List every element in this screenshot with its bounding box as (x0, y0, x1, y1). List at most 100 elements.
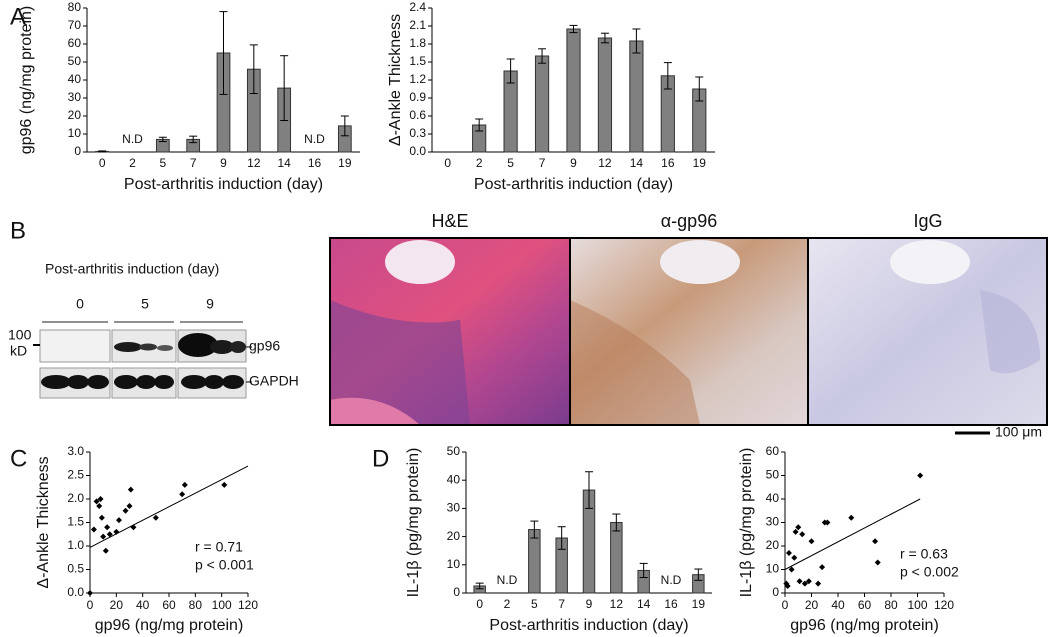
y-tick-label: 0 (74, 144, 81, 158)
point (179, 491, 186, 498)
error-bar (475, 582, 484, 590)
micrograph-title: α-gp96 (661, 211, 717, 231)
y-tick-label: 20 (447, 529, 461, 543)
error-bar (506, 58, 515, 84)
stat-label: p < 0.001 (195, 557, 254, 573)
y-tick-label: 2.4 (409, 0, 426, 14)
point (819, 564, 826, 571)
point (90, 526, 97, 533)
point (127, 486, 134, 493)
x-tick-label: 0 (782, 598, 789, 612)
point (122, 507, 129, 514)
bar (534, 55, 550, 153)
error-bar (585, 471, 593, 509)
fit-line (89, 465, 249, 548)
y-tick-label: 50 (447, 444, 461, 458)
x-tick-label: 2 (129, 156, 136, 170)
y-tick-label: 3.0 (67, 444, 84, 458)
y-tick-label: 10 (766, 562, 780, 576)
y-tick-label: 20 (68, 108, 82, 122)
y-tick-label: 0 (772, 585, 779, 599)
point (106, 531, 113, 538)
point (100, 533, 107, 540)
y-tick-label: 1.5 (409, 54, 426, 68)
x-tick-label: 120 (238, 598, 258, 612)
point (87, 590, 93, 596)
y-tick-label: 10 (447, 557, 461, 571)
point (874, 559, 881, 566)
y-axis-label: gp96 (ng/mg protein) (18, 6, 35, 155)
point (799, 531, 806, 538)
x-tick-label: 80 (884, 598, 898, 612)
error-bar (632, 28, 641, 54)
micrograph-frame (329, 237, 1048, 426)
x-tick-label: 12 (610, 597, 624, 611)
x-axis-label: gp96 (ng/mg protein) (95, 617, 244, 634)
bar (597, 37, 613, 153)
x-tick-label: 12 (247, 156, 261, 170)
y-tick-label: 1.5 (67, 515, 84, 529)
error-bar (189, 135, 198, 144)
x-tick-label: 40 (831, 598, 845, 612)
error-bar (557, 526, 566, 550)
panel-label: D (372, 445, 389, 472)
y-tick-label: 20 (766, 538, 780, 552)
y-tick-label: 2.0 (67, 491, 84, 505)
y-tick-label: 1.8 (409, 36, 426, 50)
error-bar (340, 115, 349, 137)
x-tick-label: 19 (338, 156, 352, 170)
micrograph-he (330, 238, 570, 425)
point (104, 524, 111, 531)
x-tick-label: 12 (598, 156, 612, 170)
panel-label: B (10, 217, 26, 244)
point (788, 566, 795, 573)
point (784, 582, 791, 589)
x-tick-label: 14 (277, 156, 291, 170)
y-tick-label: 50 (766, 468, 780, 482)
point (115, 517, 122, 524)
point (98, 514, 105, 521)
micrograph-title: H&E (431, 211, 468, 231)
x-tick-label: 5 (159, 156, 166, 170)
y-tick-label: 30 (766, 515, 780, 529)
nd-label: N.D (122, 132, 143, 146)
y-tick-label: 0.6 (409, 108, 426, 122)
error-bar (639, 562, 648, 578)
y-axis-label: IL-1β (pg/mg protein) (738, 448, 755, 598)
x-tick-label: 19 (693, 156, 707, 170)
y-tick-label: 30 (68, 90, 82, 104)
x-tick-label: 14 (630, 156, 644, 170)
y-tick-label: 70 (68, 18, 82, 32)
point (791, 554, 798, 561)
x-tick-label: 20 (805, 598, 819, 612)
y-tick-label: 60 (68, 36, 82, 50)
point (96, 503, 103, 510)
x-tick-label: 16 (664, 597, 678, 611)
lane-label: 9 (206, 296, 214, 312)
bar (566, 28, 581, 153)
point (785, 550, 792, 557)
point (97, 496, 104, 502)
x-axis-label: gp96 (ng/mg protein) (790, 617, 939, 634)
panel-label: A (10, 3, 26, 30)
y-tick-label: 30 (447, 501, 461, 515)
x-tick-label: 100 (907, 598, 927, 612)
micrograph-igg (808, 238, 1047, 425)
x-tick-label: 9 (586, 597, 593, 611)
point (93, 498, 100, 505)
nd-label: N.D (661, 573, 682, 587)
point (181, 481, 188, 488)
y-tick-label: 0.9 (409, 90, 426, 104)
blot-title: Post-arthritis induction (day) (45, 261, 219, 277)
error-bar (694, 568, 703, 581)
marker-unit: kD (10, 343, 27, 359)
error-bar (249, 44, 258, 94)
x-tick-label: 9 (220, 156, 227, 170)
y-tick-label: 60 (766, 444, 780, 458)
x-tick-label: 16 (661, 156, 675, 170)
x-tick-label: 60 (162, 598, 176, 612)
x-tick-label: 0 (87, 598, 94, 612)
x-tick-label: 14 (637, 597, 651, 611)
point (872, 538, 879, 545)
